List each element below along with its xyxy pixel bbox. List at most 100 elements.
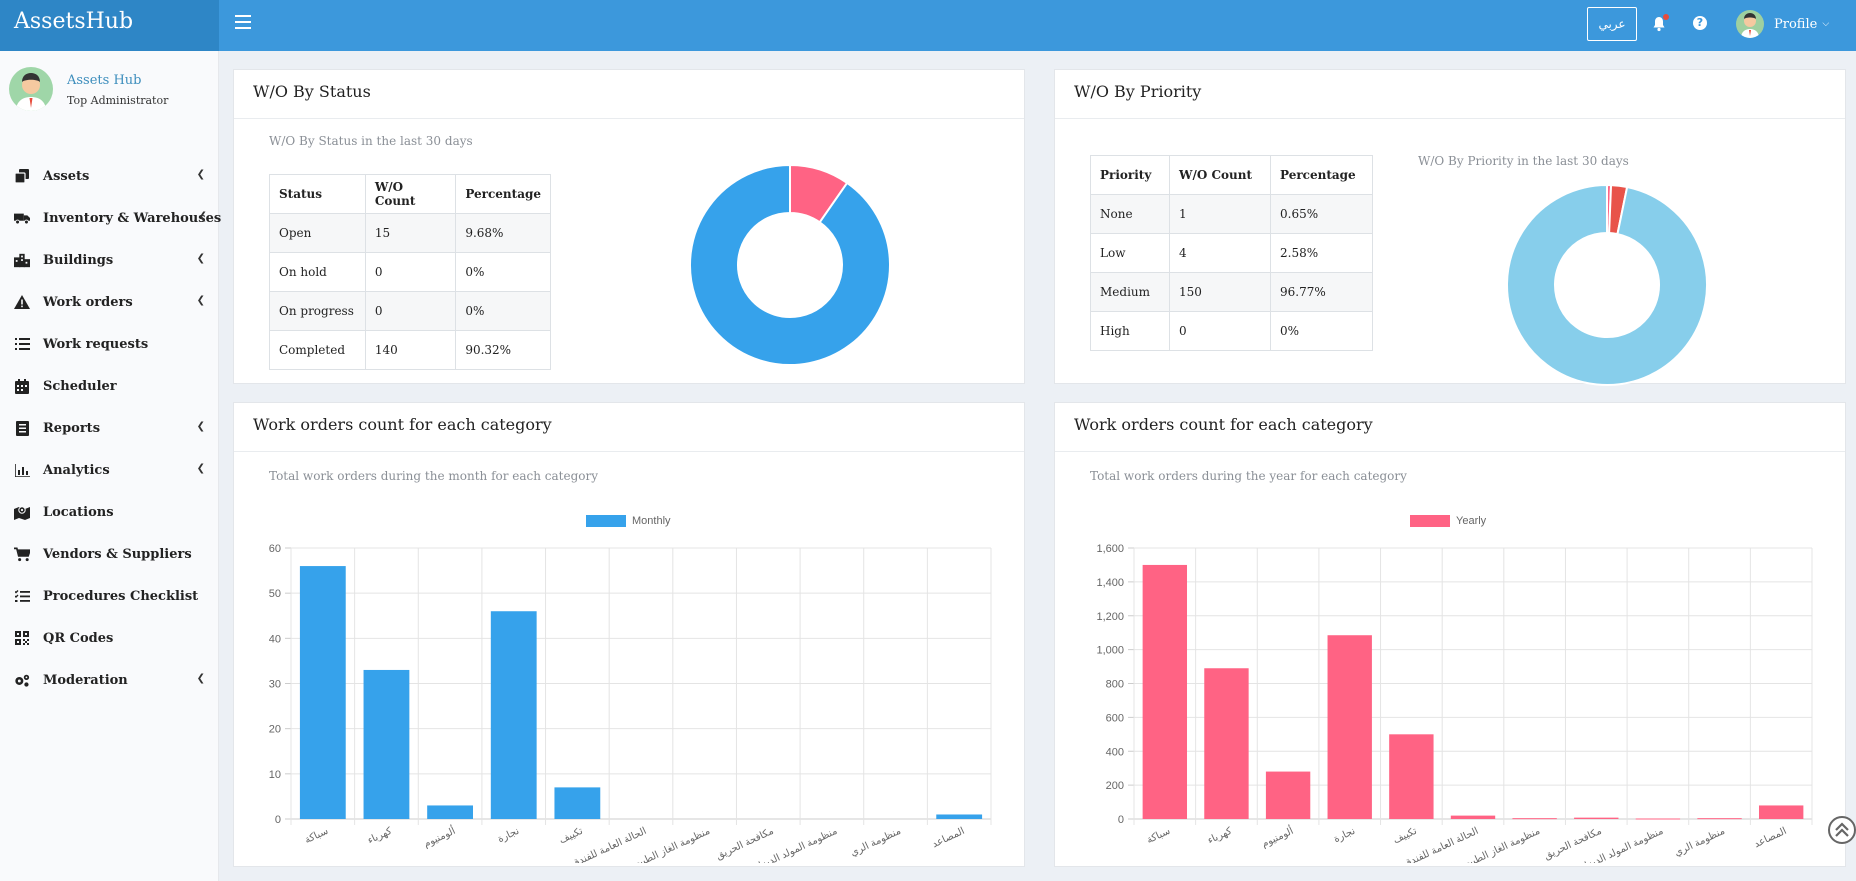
sidebar-item-inventory[interactable]: Inventory & Warehouses ❮ [0, 197, 221, 239]
bar[interactable] [936, 814, 983, 819]
chevron-left-icon: ❮ [196, 253, 205, 264]
table-row: Completed 140 90.32% [269, 330, 551, 370]
table-cell: 0 [364, 291, 457, 331]
table-header: Status [269, 174, 366, 214]
bar[interactable] [1204, 668, 1249, 819]
sidebar-item-locations[interactable]: Locations [0, 491, 219, 533]
table-cell: 15 [364, 213, 457, 253]
scroll-to-top-button[interactable] [1828, 816, 1856, 844]
sidebar-item-label: Scheduler [43, 378, 117, 394]
table-cell: 0% [1270, 311, 1373, 351]
monthly-bar-chart: 0 10 20 30 40 50 60 سباكة كهرباء ألومنيوم نجارة تكي… [269, 543, 992, 863]
table-cell: 140 [364, 330, 457, 370]
sidebar-item-work-orders[interactable]: Work orders ❮ [0, 281, 219, 323]
sidebar-item-analytics[interactable]: Analytics ❮ [0, 449, 219, 491]
bar[interactable] [1512, 818, 1557, 820]
bar[interactable] [1450, 815, 1496, 819]
bar[interactable] [490, 611, 537, 819]
sidebar-item-label: Assets [43, 168, 90, 184]
sidebar-item-reports[interactable]: Reports ❮ [0, 407, 219, 449]
bar-chart-icon [14, 462, 30, 478]
y-tick-label: 0 [1118, 814, 1124, 826]
y-tick-label: 800 [1106, 679, 1124, 691]
sidebar-menu: Assets ❮ Inventory & Warehouses ❮ Buildi… [0, 155, 221, 701]
user-name[interactable]: Assets Hub [67, 73, 142, 88]
sidebar-item-scheduler[interactable]: Scheduler [0, 365, 219, 407]
bar[interactable] [299, 566, 346, 819]
warning-icon [14, 294, 30, 310]
bar[interactable] [1574, 817, 1619, 819]
building-icon [14, 252, 30, 268]
notification-dot [1663, 14, 1669, 20]
sidebar-item-label: Analytics [43, 462, 110, 478]
chevron-up-icon [1835, 822, 1849, 837]
y-tick-label: 60 [269, 543, 281, 555]
list-icon [14, 336, 30, 352]
table-cell: Medium [1090, 272, 1170, 312]
sidebar-item-label: Locations [43, 504, 114, 520]
panel-subtitle: W/O By Priority in the last 30 days [1418, 154, 1629, 168]
notifications-bell-icon[interactable] [1650, 14, 1670, 34]
sidebar: Assets Hub Top Administrator Assets ❮ In… [0, 51, 221, 881]
panel-title: W/O By Priority [1055, 70, 1845, 119]
bar[interactable] [1142, 564, 1188, 819]
status-donut-chart[interactable] [680, 155, 900, 375]
bar[interactable] [1389, 734, 1434, 819]
table-row: On hold 0 0% [269, 252, 551, 292]
donut-slice-completed[interactable] [689, 163, 891, 366]
sidebar-item-buildings[interactable]: Buildings ❮ [0, 239, 219, 281]
bar[interactable] [1758, 805, 1804, 819]
sidebar-item-label: Procedures Checklist [43, 588, 199, 604]
profile-label: Profile [1774, 16, 1818, 32]
monthly-category-panel: Work orders count for each category Tota… [233, 402, 1025, 867]
calendar-icon [14, 378, 30, 394]
bar[interactable] [1635, 818, 1681, 820]
panel-title: W/O By Status [234, 70, 1024, 119]
sidebar-item-qr-codes[interactable]: QR Codes [0, 617, 219, 659]
table-row: On progress 0 0% [269, 291, 551, 331]
table-header: Percentage [1270, 155, 1373, 195]
panel-subtitle: Total work orders during the year for ea… [1090, 469, 1407, 483]
panel-title: Work orders count for each category [1055, 403, 1845, 452]
x-tick-label: كهرباء [1206, 826, 1234, 847]
chart-legend[interactable]: Monthly [586, 515, 671, 527]
table-cell: 1 [1169, 194, 1271, 234]
priority-donut-chart[interactable] [1497, 175, 1717, 395]
sidebar-item-moderation[interactable]: Moderation ❮ [0, 659, 219, 701]
sidebar-item-work-requests[interactable]: Work requests [0, 323, 219, 365]
checklist-icon [14, 588, 30, 604]
y-tick-label: 30 [269, 679, 281, 691]
sidebar-item-vendors[interactable]: Vendors & Suppliers [0, 533, 219, 575]
table-cell: 0% [455, 252, 551, 292]
donut-slice-medium[interactable] [1506, 183, 1708, 386]
bar[interactable] [1697, 818, 1742, 820]
bar[interactable] [1265, 771, 1311, 819]
chart-legend[interactable]: Yearly [1410, 515, 1486, 527]
chevron-left-icon: ❮ [196, 673, 205, 684]
bar[interactable] [554, 787, 601, 819]
bar[interactable] [1327, 635, 1372, 819]
status-table: Status W/O Count Percentage Open 15 9.68… [269, 174, 551, 370]
sidebar-item-procedures[interactable]: Procedures Checklist [0, 575, 219, 617]
y-tick-label: 1,200 [1096, 611, 1124, 623]
table-header: Percentage [455, 174, 551, 214]
x-tick-label: ألومنيوم [421, 824, 457, 850]
help-icon[interactable]: ? [1693, 16, 1707, 30]
sidebar-item-label: Work orders [43, 294, 133, 310]
bar[interactable] [427, 805, 473, 819]
table-cell: 2.58% [1270, 233, 1373, 273]
cart-icon [14, 546, 30, 562]
table-header: W/O Count [364, 174, 457, 214]
table-cell: On progress [269, 291, 366, 331]
brand-logo[interactable]: AssetsHub [0, 0, 219, 51]
sidebar-item-assets[interactable]: Assets ❮ [0, 155, 219, 197]
bar[interactable] [363, 669, 410, 819]
profile-menu[interactable]: Profile ⌵ [1736, 9, 1829, 39]
language-switch-button[interactable]: عربي [1587, 7, 1637, 41]
table-cell: 90.32% [455, 330, 551, 370]
chevron-down-icon: ⌵ [1822, 19, 1830, 29]
y-tick-label: 40 [269, 633, 281, 645]
table-header: W/O Count [1169, 155, 1271, 195]
sidebar-toggle-icon[interactable] [235, 15, 251, 29]
y-tick-label: 1,400 [1096, 577, 1124, 589]
